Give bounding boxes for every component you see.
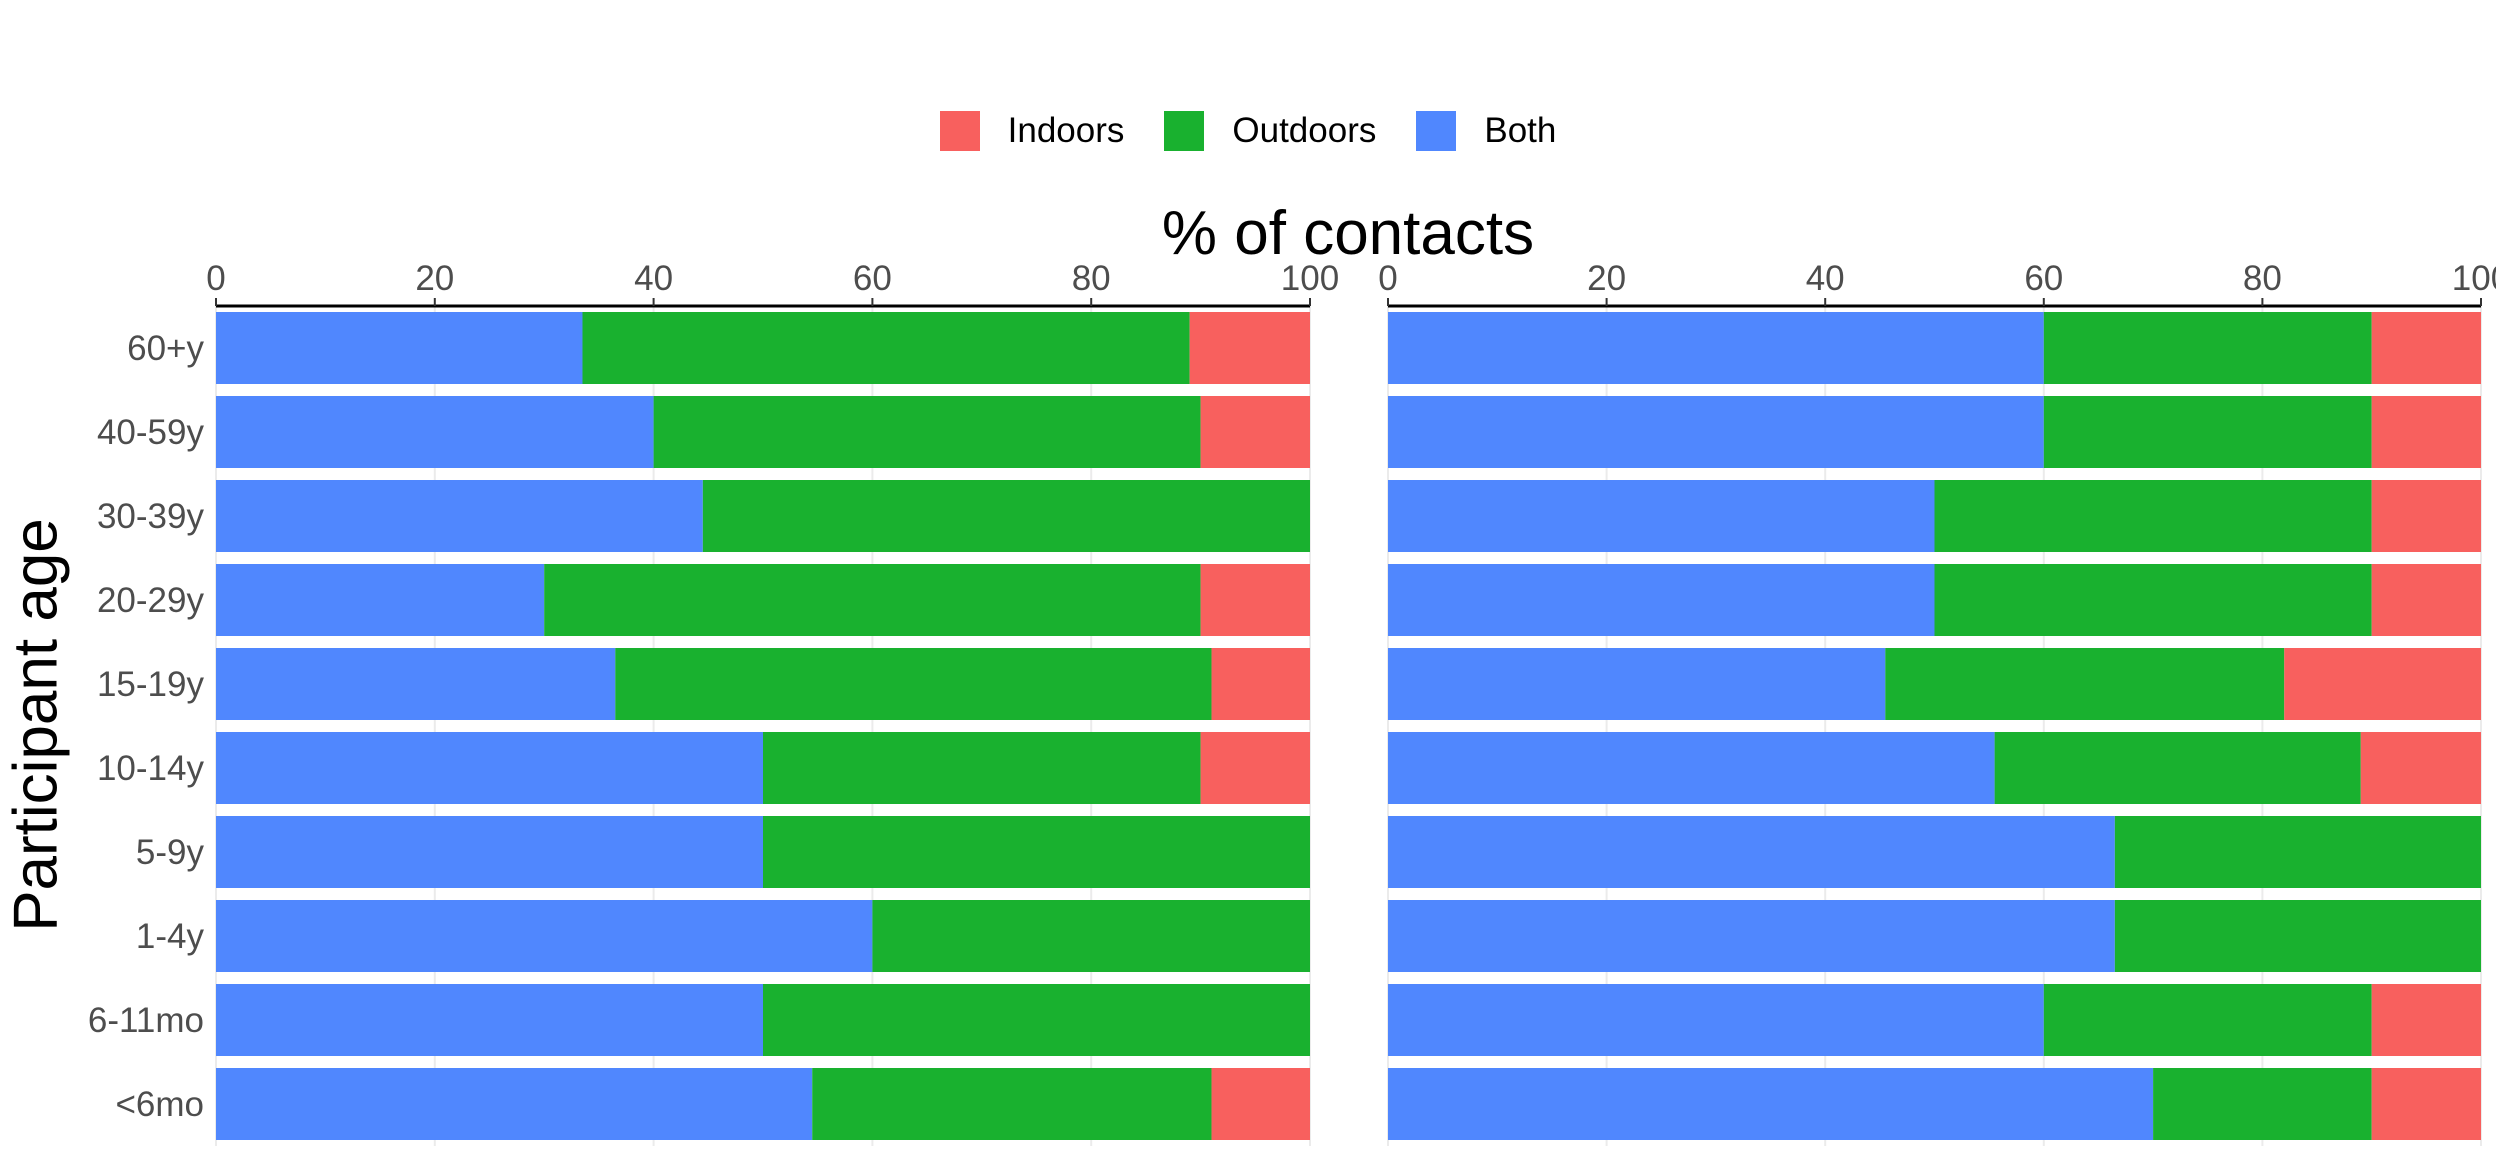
legend-item-outdoors: Outdoors: [1164, 111, 1376, 151]
bar-indoors: [1200, 396, 1310, 468]
bar-indoors: [2284, 648, 2481, 720]
bar-indoors: [2371, 312, 2481, 384]
legend: Indoors Outdoors Both: [0, 106, 2496, 156]
legend-swatch-indoors: [939, 111, 980, 151]
legend-swatch-both: [1416, 111, 1457, 151]
bar-indoors: [2360, 732, 2481, 804]
bar-both: [216, 732, 763, 804]
x-tick-label: 40: [634, 259, 673, 298]
bar-indoors: [1211, 648, 1310, 720]
x-tick-label: 0: [206, 259, 225, 298]
legend-item-both: Both: [1416, 111, 1556, 151]
y-tick-label: 15-19y: [97, 665, 205, 704]
bar-both: [216, 312, 583, 384]
legend-label-indoors: Indoors: [1007, 111, 1125, 150]
x-tick-label: 20: [1587, 259, 1626, 298]
bar-both: [216, 648, 616, 720]
bar-indoors: [2371, 480, 2481, 552]
bar-both: [216, 900, 873, 972]
bar-outdoors: [872, 900, 1310, 972]
bar-indoors: [2371, 1068, 2481, 1140]
x-axis-title: % of contacts: [1161, 199, 1535, 268]
x-tick-label: 0: [1378, 259, 1397, 298]
bar-indoors: [1200, 732, 1310, 804]
bar-outdoors: [2043, 984, 2372, 1056]
bar-both: [216, 396, 654, 468]
bar-outdoors: [2153, 1068, 2372, 1140]
x-tick-label: 80: [1072, 259, 1111, 298]
bar-outdoors: [2043, 396, 2372, 468]
y-tick-label: 1-4y: [136, 917, 205, 956]
y-tick-label: 6-11mo: [88, 1001, 204, 1040]
bar-both: [1388, 564, 1935, 636]
bar-indoors: [2371, 564, 2481, 636]
bar-indoors: [1211, 1068, 1310, 1140]
bar-outdoors: [615, 648, 1212, 720]
bar-outdoors: [763, 984, 1310, 1056]
legend-label-both: Both: [1484, 111, 1557, 150]
bar-outdoors: [2043, 312, 2372, 384]
y-tick-label: <6mo: [115, 1085, 204, 1124]
bar-both: [1388, 1068, 2154, 1140]
bar-both: [1388, 732, 1995, 804]
bar-both: [1388, 900, 2115, 972]
x-tick-label: 60: [853, 259, 892, 298]
bar-both: [1388, 312, 2044, 384]
bar-both: [1388, 480, 1935, 552]
y-tick-label: 30-39y: [97, 497, 205, 536]
y-tick-label: 20-29y: [97, 581, 205, 620]
bar-outdoors: [653, 396, 1201, 468]
bar-outdoors: [2114, 900, 2481, 972]
bar-both: [216, 816, 763, 888]
x-tick-label: 60: [2024, 259, 2063, 298]
bar-outdoors: [582, 312, 1190, 384]
bar-outdoors: [812, 1068, 1212, 1140]
bar-outdoors: [1885, 648, 2285, 720]
bar-outdoors: [2114, 816, 2481, 888]
legend-label-outdoors: Outdoors: [1232, 111, 1377, 150]
legend-swatch-outdoors: [1164, 111, 1205, 151]
bar-both: [216, 564, 545, 636]
bar-both: [216, 480, 703, 552]
bar-indoors: [1200, 564, 1310, 636]
bar-outdoors: [544, 564, 1201, 636]
bar-both: [216, 984, 763, 1056]
bar-indoors: [1189, 312, 1310, 384]
bar-outdoors: [1994, 732, 2361, 804]
bar-outdoors: [763, 732, 1201, 804]
legend-item-indoors: Indoors: [939, 111, 1125, 151]
bar-outdoors: [763, 816, 1310, 888]
y-tick-label: 10-14y: [97, 749, 205, 788]
bar-outdoors: [1934, 564, 2372, 636]
bar-outdoors: [702, 480, 1310, 552]
x-tick-label: 100: [1281, 259, 1339, 298]
bar-both: [1388, 648, 1886, 720]
bar-both: [1388, 396, 2044, 468]
x-tick-label: 20: [415, 259, 454, 298]
x-tick-label: 100: [2452, 259, 2496, 298]
bar-both: [216, 1068, 813, 1140]
bar-indoors: [2371, 984, 2481, 1056]
bar-outdoors: [1934, 480, 2372, 552]
x-tick-label: 40: [1806, 259, 1845, 298]
x-tick-label: 80: [2243, 259, 2282, 298]
y-tick-label: 40-59y: [97, 413, 205, 452]
bar-both: [1388, 816, 2115, 888]
y-tick-label: 60+y: [127, 329, 204, 368]
bar-indoors: [2371, 396, 2481, 468]
bar-both: [1388, 984, 2044, 1056]
y-tick-label: 5-9y: [136, 833, 205, 872]
